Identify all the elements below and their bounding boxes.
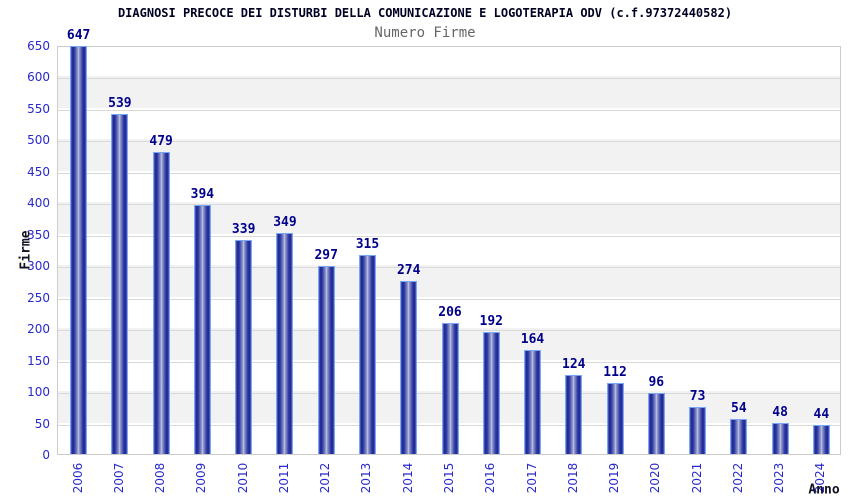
x-tick-label: 2021: [689, 462, 704, 494]
plot-band: [58, 234, 840, 265]
x-tick-label: 2009: [194, 462, 209, 494]
y-tick-label: 650: [27, 39, 50, 53]
bar-value-label: 274: [396, 262, 421, 278]
y-tick-label: 550: [27, 101, 50, 116]
bar-2018: [565, 374, 583, 454]
plot-band: [58, 265, 840, 297]
bar-value-label: 73: [689, 389, 706, 405]
x-tick-label: 2014: [400, 462, 415, 494]
chart-subtitle: Numero Firme: [374, 25, 476, 41]
plot-area: 647 539 479 394 339 349 297 315 274 206 192 164 124 1…: [57, 28, 841, 455]
y-tick-label: 400: [27, 196, 50, 211]
x-axis-title: Anno: [808, 482, 840, 498]
bar-2016: [482, 332, 500, 454]
bar-2009: [193, 205, 211, 454]
grid-line: [58, 204, 840, 206]
grid-line: [58, 109, 840, 111]
bar-value-label: 54: [731, 401, 747, 417]
y-tick-label: 600: [27, 70, 50, 85]
bar-2022: [730, 419, 748, 454]
bar-value-label: 164: [520, 331, 545, 347]
bar-value-label: 112: [603, 364, 627, 380]
grid-line: [58, 267, 840, 269]
bar-value-label: 44: [813, 407, 830, 423]
bar-2017: [524, 349, 542, 454]
bar-2006: [70, 45, 88, 454]
y-tick-label: 150: [27, 353, 50, 368]
bar-value-label: 479: [149, 133, 173, 149]
x-tick-label: 2012: [318, 462, 333, 494]
bar-2024: [812, 425, 830, 454]
bar-value-label: 124: [562, 356, 586, 372]
grid-line: [58, 78, 840, 80]
plot-band: [58, 202, 840, 234]
bar-2023: [771, 422, 789, 454]
x-tick-label: 2008: [153, 462, 168, 494]
bar-2012: [317, 266, 335, 454]
x-tick-label: 2011: [276, 462, 291, 494]
x-tick-label: 2006: [70, 462, 85, 494]
bar-value-label: 339: [231, 221, 256, 237]
grid-line: [58, 141, 840, 143]
y-tick-label: 200: [27, 322, 50, 337]
bar-value-label: 349: [273, 215, 297, 231]
x-tick-label: 2013: [359, 462, 374, 494]
y-tick-label: 500: [27, 133, 50, 148]
bar-2020: [647, 392, 665, 454]
chart-title: DIAGNOSI PRECOCE DEI DISTURBI DELLA COMU…: [117, 6, 733, 20]
y-tick-label: 100: [27, 385, 50, 400]
bar-value-label: 297: [314, 248, 338, 264]
x-tick-label: 2007: [111, 462, 126, 494]
x-tick-label: 2023: [772, 462, 787, 494]
bar-value-label: 48: [772, 404, 788, 420]
bar-value-label: 192: [479, 314, 503, 330]
bar-2011: [276, 233, 294, 454]
grid-line: [58, 298, 840, 300]
bar-2021: [689, 407, 707, 454]
x-tick-label: 2019: [607, 462, 622, 494]
x-tick-label: 2016: [483, 462, 498, 494]
plot-band: [58, 76, 840, 108]
bar-2008: [152, 151, 170, 454]
x-tick-label: 2022: [730, 462, 745, 494]
grid-line: [58, 235, 840, 237]
x-tick-label: 2017: [524, 462, 539, 494]
bar-value-label: 315: [355, 236, 380, 252]
x-tick-label: 2010: [235, 462, 250, 494]
y-tick-label: 250: [27, 290, 50, 305]
y-tick-label: 0: [42, 448, 50, 462]
bar-value-label: 206: [438, 305, 462, 321]
plot-band: [58, 139, 840, 171]
bar-value-label: 539: [108, 95, 132, 111]
bar-2014: [400, 280, 418, 454]
bar-2007: [111, 113, 129, 454]
y-tick-label: 300: [27, 259, 50, 274]
plot-band: [58, 45, 840, 76]
y-tick-label: 450: [27, 164, 50, 179]
bar-2013: [358, 254, 376, 454]
grid-line: [58, 172, 840, 174]
bar-value-label: 647: [66, 27, 91, 43]
bar-2019: [606, 382, 624, 454]
x-tick-label: 2015: [442, 462, 456, 494]
y-tick-label: 50: [34, 416, 50, 431]
bar-2010: [235, 239, 253, 454]
bar-value-label: 394: [190, 187, 215, 203]
x-tick-label: 2018: [565, 462, 580, 494]
x-tick-label: 2020: [648, 462, 663, 494]
y-tick-label: 350: [27, 227, 50, 242]
bar-2015: [441, 323, 459, 454]
y-axis-title: Firme: [18, 230, 34, 270]
bar-value-label: 96: [648, 374, 665, 390]
